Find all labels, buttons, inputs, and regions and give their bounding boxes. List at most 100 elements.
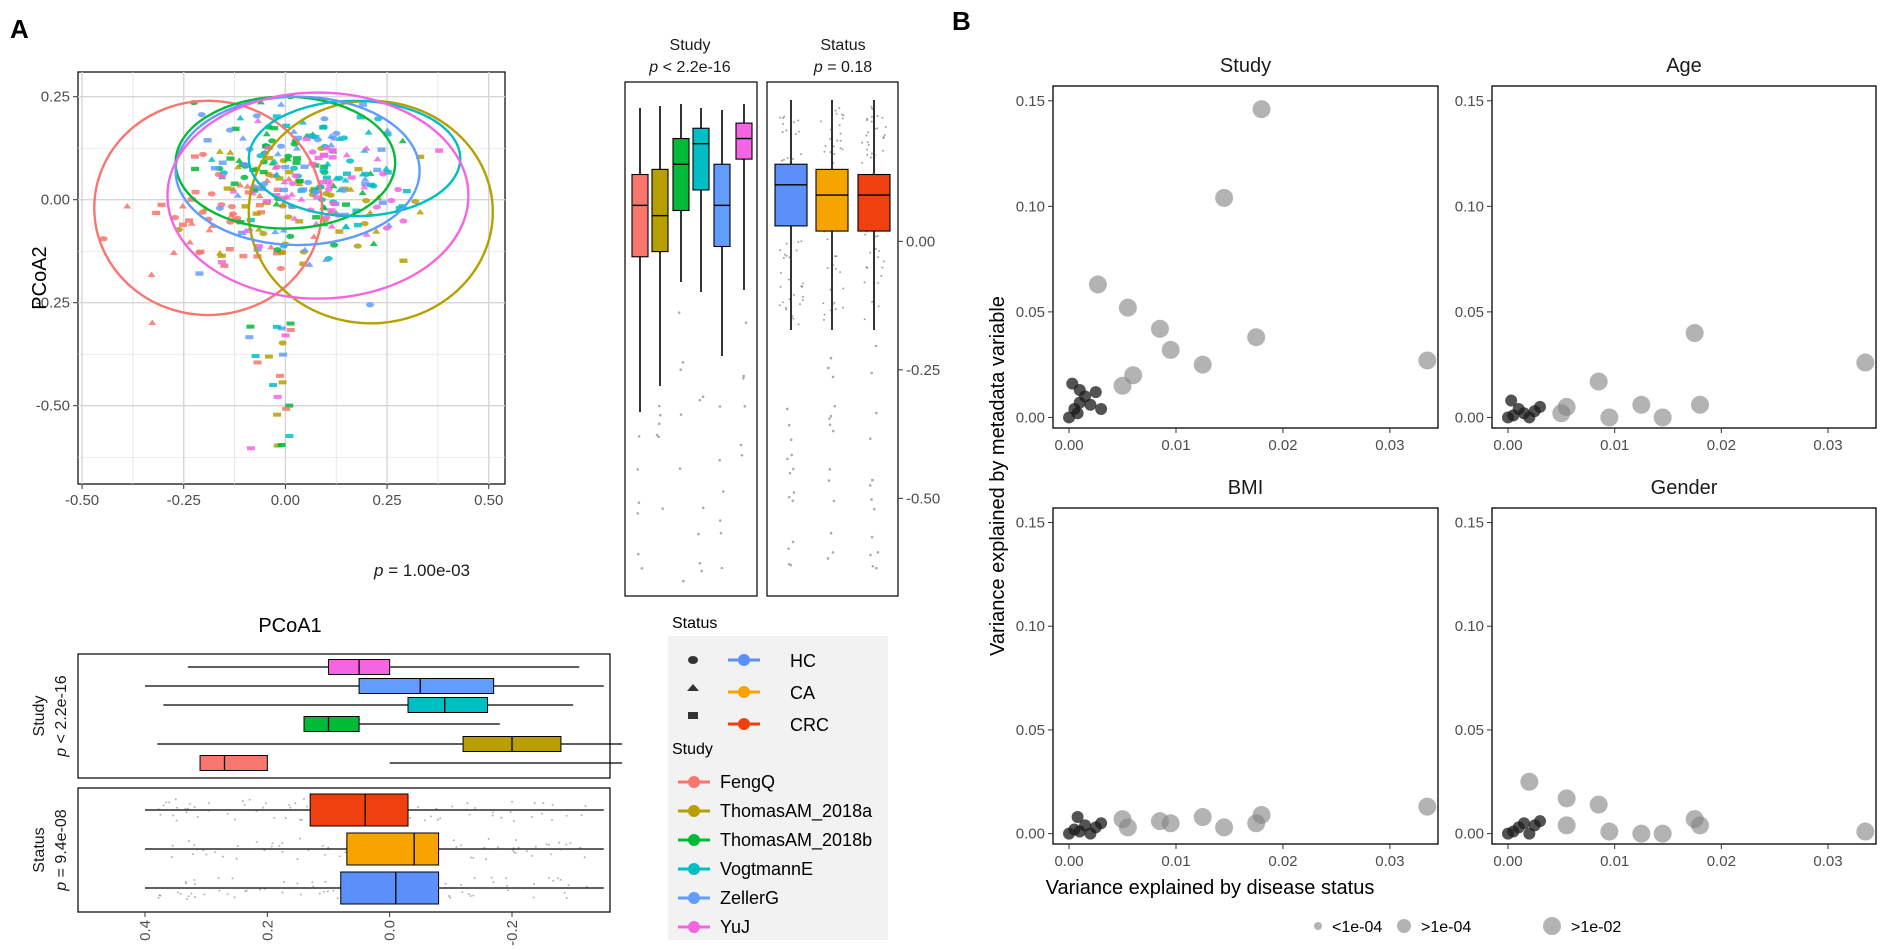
pcoa1-status-jitter — [186, 807, 189, 810]
pcoa-point — [295, 180, 304, 187]
facet-point — [1632, 824, 1651, 843]
pcoa2-status-jitter — [823, 150, 826, 153]
pcoa1-status-jitter — [485, 858, 488, 861]
pcoa2-status-jitter — [780, 159, 783, 162]
pcoa2-status-jitter — [866, 153, 869, 156]
pcoa2-status-jitter — [782, 158, 785, 161]
pcoa-point — [282, 406, 291, 411]
pcoa1-status-jitter — [490, 876, 493, 879]
facet-point — [1193, 808, 1212, 827]
pcoa2-status-jitter — [823, 313, 826, 316]
pcoa2-study-outlier — [679, 368, 682, 371]
pcoa1-status-jitter — [263, 849, 266, 852]
pcoa-point — [196, 249, 205, 255]
pcoa1-status-jitter — [542, 802, 545, 805]
pcoa2-study-outlier — [718, 519, 722, 522]
pcoa-point — [234, 163, 243, 170]
pcoa-point — [277, 250, 286, 255]
pcoa2-study-box-ThomasAM_2018b — [672, 137, 690, 212]
pcoa-point — [299, 187, 308, 192]
pcoa1-status-jitter — [188, 839, 191, 842]
pcoa-y-ticks: 0.25 0.00 -0.25 -0.50 — [36, 89, 78, 415]
pcoa2-status-jitter — [782, 122, 785, 125]
pcoa1-status-jitter — [461, 891, 464, 894]
pcoa-point — [347, 175, 356, 180]
facet-point — [1632, 395, 1651, 414]
pcoa-point — [241, 204, 250, 209]
pcoa1-status-jitter — [190, 892, 193, 895]
pcoa1-status-jitter — [547, 843, 550, 846]
legend-status-shapes — [687, 656, 699, 719]
facet-point — [1685, 324, 1704, 342]
pcoa2-status-jitter — [790, 158, 793, 161]
pcoa1-status-jitter — [513, 819, 516, 822]
pcoa2-status-boxes — [774, 100, 891, 570]
pcoa1-status-jitter — [344, 851, 347, 854]
pcoa1-status-jitter — [326, 890, 329, 893]
pcoa-point — [287, 191, 296, 197]
pcoa2-status-jitter — [783, 253, 786, 256]
pcoa-point — [272, 193, 281, 198]
pcoa-point — [366, 209, 375, 216]
pcoa-point — [273, 247, 282, 253]
pcoa2-status-jitter — [820, 120, 823, 123]
pcoa-point — [226, 149, 235, 155]
legend-shape-square — [688, 712, 698, 719]
pcoa2-status-jitter — [872, 297, 875, 300]
pcoa1-axis-tick-label: 0.0 — [382, 920, 399, 941]
pcoa-point — [286, 321, 295, 326]
pcoa1-status-jitter — [157, 896, 160, 899]
pcoa2-status-jitter — [873, 154, 876, 157]
pcoa1-status-jitter — [565, 897, 568, 900]
pcoa-point — [235, 157, 244, 164]
pcoa2-status-jitter — [797, 130, 800, 133]
facet-xtick-label: 0.03 — [1813, 853, 1842, 870]
pcoa2-study-outlier — [722, 490, 725, 493]
pcoa-xlabel: PCoA1 — [258, 615, 321, 637]
pcoa2-status-jitter — [842, 114, 845, 117]
pcoa-point — [435, 148, 444, 153]
pcoa1-status-jitter — [324, 853, 327, 856]
pcoa2-status-jitter — [883, 133, 886, 136]
pcoa2-status-jitter — [792, 317, 795, 320]
pcoa2-status-outlier — [875, 566, 878, 570]
pcoa-point — [339, 187, 348, 193]
legend-study-dot-YuJ — [688, 921, 700, 933]
pcoa2-status-outlier — [786, 457, 789, 461]
pcoa2-study-strip-title: Study — [670, 37, 711, 54]
pcoa-point — [157, 202, 166, 208]
pcoa-point — [185, 218, 194, 223]
pcoa-point — [360, 220, 369, 227]
facet-ytick-label: 0.05 — [1016, 304, 1045, 321]
facet-xtick-label: 0.00 — [1054, 437, 1083, 454]
pcoa-point — [280, 178, 289, 185]
pcoa-point — [399, 258, 408, 263]
pcoa1-status-jitter — [483, 846, 486, 849]
pcoa-point — [382, 165, 391, 171]
pcoa2-study-outlier — [697, 532, 700, 536]
pcoa-point — [298, 119, 307, 125]
pcoa1-status-jitter — [530, 854, 533, 857]
facet-point — [1084, 398, 1097, 411]
pcoa1-status-jitter — [175, 819, 178, 822]
facet-point — [1418, 351, 1437, 370]
pcoa-point — [218, 160, 227, 165]
pcoa-point — [223, 186, 232, 191]
pcoa-point — [377, 147, 386, 152]
pcoa-point — [252, 211, 261, 216]
pcoa1-status-jitter — [185, 811, 188, 814]
pcoa1-status-jitter — [429, 815, 432, 818]
pcoa2-status-jitter — [785, 129, 788, 132]
pcoa2-status-jitter — [834, 255, 837, 258]
pcoa-point — [233, 215, 242, 221]
facet-Gender: Gender 0.00 0.01 0.02 0.03 0.00 0.05 0.10 0.15 — [1455, 477, 1877, 870]
pcoa-point — [378, 200, 387, 205]
pcoa1-status-jitter — [231, 877, 234, 880]
pcoa1-status-box-HC — [340, 871, 440, 905]
pcoa-point — [352, 208, 361, 213]
pcoa-xtick-label: -0.25 — [167, 492, 201, 509]
pcoa1-status-jitter — [245, 889, 248, 892]
pcoa1-status-jitter — [214, 851, 217, 854]
pcoa1-status-jitter — [585, 885, 588, 888]
pcoa1-status-jitter — [281, 809, 284, 812]
